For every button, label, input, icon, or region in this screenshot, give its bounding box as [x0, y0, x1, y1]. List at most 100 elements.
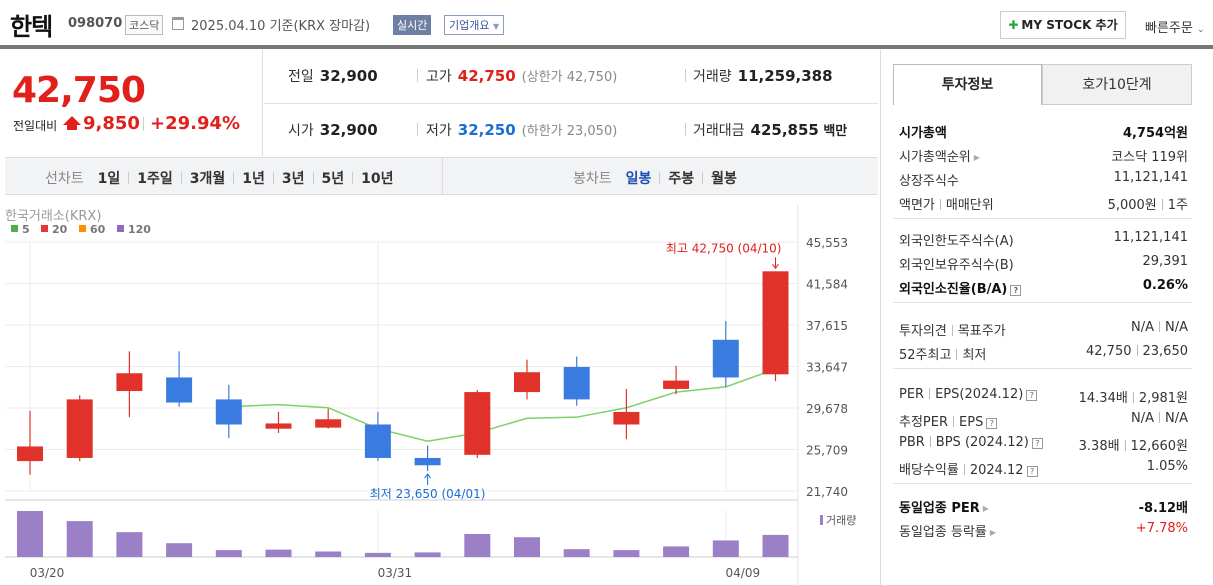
chevron-right-icon[interactable]: ▶: [989, 528, 997, 537]
chart-period-bar: 선차트 1일 1주일 3개월 1년 3년 5년 10년 봉차트 일봉 주봉 월봉: [5, 157, 878, 195]
invest-key: 외국인소진율(B/A)?: [899, 278, 1022, 297]
high-arrow-head: [772, 264, 779, 270]
candle-body[interactable]: [17, 446, 43, 462]
candle-period-0[interactable]: 일봉: [625, 171, 652, 187]
divider: [951, 325, 953, 336]
divider: [929, 388, 931, 399]
divider: [893, 302, 1192, 303]
invest-value: N/A N/A: [1131, 320, 1188, 335]
candle-body[interactable]: [464, 392, 491, 455]
candle-body[interactable]: [166, 377, 193, 403]
line-period-5[interactable]: 5년: [321, 171, 345, 187]
invest-row: PBR BPS (2024.12)? 3.38배 12,660원: [893, 431, 1192, 455]
divider: [1159, 412, 1160, 423]
ma-legend-swatch: [117, 225, 124, 232]
divider: [1132, 392, 1134, 403]
help-icon[interactable]: ?: [986, 418, 998, 429]
tab-invest-info[interactable]: 투자정보: [893, 64, 1042, 105]
ma-legend-label: 60: [90, 223, 106, 236]
tab-orderbook[interactable]: 호가10단계: [1042, 64, 1192, 105]
help-icon[interactable]: ?: [1026, 390, 1038, 401]
price-stats: 전일 32,900 고가 42,750 (상한가 42,750) 거래량 11,259,…: [264, 50, 878, 156]
candle-body[interactable]: [265, 423, 292, 429]
candle-body[interactable]: [315, 419, 342, 428]
volume-bar: [762, 534, 789, 557]
invest-key-label-2: EPS: [959, 415, 984, 430]
invest-value-2: 12,660원: [1130, 439, 1188, 454]
stock-name: 한텍: [10, 13, 53, 41]
line-period-3[interactable]: 1년: [242, 171, 265, 187]
invest-row: 52주최고 최저 42,750 23,650: [893, 340, 1192, 364]
candle-period-2[interactable]: 월봉: [711, 171, 737, 187]
invest-key-label: PBR: [899, 435, 925, 450]
invest-value-1: 0.26%: [1142, 278, 1188, 293]
invest-value-1: N/A: [1131, 320, 1154, 335]
invest-value: -8.12배: [1139, 497, 1188, 516]
y-tick-label: 37,615: [806, 319, 848, 333]
volume-bar: [116, 532, 143, 557]
stat-value: 32,900: [319, 67, 378, 85]
candle-body[interactable]: [215, 399, 242, 425]
divider: [128, 172, 130, 184]
invest-key-label: PER: [899, 387, 925, 402]
line-period-2[interactable]: 3개월: [189, 171, 226, 187]
help-icon[interactable]: ?: [1031, 438, 1043, 449]
invest-key-label: 동일업종 PER: [899, 501, 980, 516]
divider: [939, 199, 941, 210]
invest-key-label-2: 매매단위: [945, 198, 994, 213]
divider: [312, 172, 314, 184]
chevron-right-icon[interactable]: ▶: [982, 504, 989, 513]
company-info-label: 기업개요: [449, 19, 490, 32]
candle-body[interactable]: [514, 372, 540, 393]
stat-value: 32,250: [457, 121, 516, 139]
invest-value: 42,750 23,650: [1086, 344, 1188, 359]
candle-period-1[interactable]: 주봉: [668, 171, 695, 187]
stat-label: 거래대금: [693, 123, 745, 139]
line-period-1[interactable]: 1주일: [137, 171, 173, 187]
ma5-line: [228, 368, 776, 442]
invest-key-label-2: 2024.12: [969, 463, 1024, 478]
ma-legend-swatch: [11, 225, 18, 232]
invest-value-1: +7.78%: [1135, 521, 1188, 536]
y-tick-label: 25,709: [806, 443, 848, 457]
my-stock-add-button[interactable]: ✚ MY STOCK 추가: [1000, 11, 1126, 39]
quick-order-link[interactable]: 빠른주문 ⌄: [1145, 17, 1205, 36]
invest-key-label: 동일업종 등락률: [899, 525, 987, 540]
candle-body[interactable]: [663, 380, 690, 389]
volume-legend-swatch: [820, 515, 823, 525]
volume-bar: [265, 549, 292, 557]
candle-body[interactable]: [613, 411, 640, 425]
help-icon[interactable]: ?: [1010, 285, 1022, 296]
candle-body[interactable]: [364, 424, 391, 458]
invest-row: 액면가 매매단위 5,000원 1주: [893, 190, 1192, 214]
invest-value-1: 4,754억원: [1122, 126, 1188, 141]
stat-unit: 백만: [823, 124, 848, 139]
invest-key: 시가총액: [899, 122, 947, 141]
invest-value-1: N/A: [1131, 411, 1154, 426]
invest-key: 추정PER EPS?: [899, 411, 998, 430]
invest-key: 외국인한도주식수(A): [899, 230, 1014, 249]
divider: [1124, 440, 1126, 451]
candle-body[interactable]: [414, 457, 441, 466]
invest-key-label: 액면가: [899, 198, 935, 213]
x-tick-label: 03/20: [30, 566, 65, 580]
up-arrow-icon: [63, 116, 81, 125]
company-info-dropdown[interactable]: 기업개요 ▼: [444, 15, 505, 35]
candle-body[interactable]: [712, 339, 739, 378]
candlestick-chart[interactable]: 한국거래소(KRX) 5 20 60 120 45,553 41,584 37,615 33,6…: [5, 205, 878, 585]
line-period-4[interactable]: 3년: [281, 171, 305, 187]
line-period-6[interactable]: 10년: [361, 171, 394, 187]
candle-body[interactable]: [66, 399, 93, 458]
chevron-right-icon[interactable]: ▶: [973, 153, 980, 162]
invest-key-label: 추정PER: [899, 415, 949, 430]
invest-key: 상장주식수: [899, 170, 959, 189]
candle-body[interactable]: [116, 373, 143, 392]
candle-body[interactable]: [762, 271, 789, 375]
realtime-button[interactable]: 실시간: [393, 15, 432, 35]
help-icon[interactable]: ?: [1026, 466, 1038, 477]
invest-value-1: -8.12배: [1138, 501, 1188, 516]
candle-body[interactable]: [563, 366, 590, 400]
line-period-0[interactable]: 1일: [97, 171, 121, 187]
panel-tabs: 투자정보 호가10단계: [893, 64, 1192, 105]
candle-chart-label: 봉차트: [573, 171, 612, 187]
